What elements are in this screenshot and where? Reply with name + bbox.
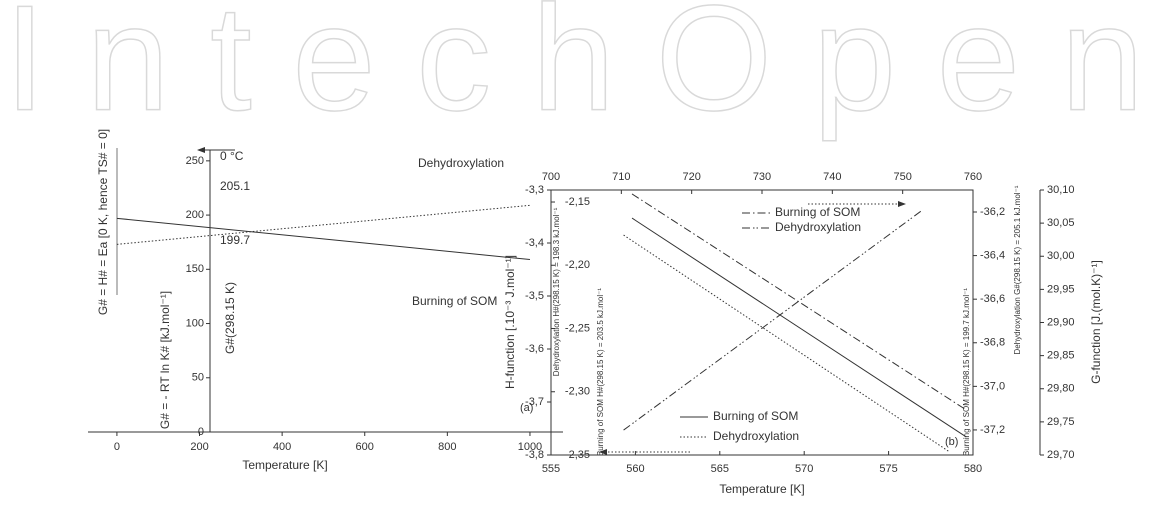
series-line — [116, 217, 531, 261]
x2-tick-label: 700 — [542, 171, 560, 183]
y-tick-label: 50 — [192, 372, 204, 384]
x-tick-label: 575 — [879, 463, 897, 475]
y4-tick-label: 30,00 — [1047, 250, 1075, 262]
x-tick-label: 400 — [273, 441, 291, 453]
y2-axis-title: Burning of SOM H#(298.15 K) = 199.7 kJ.m… — [962, 288, 971, 456]
x-axis-title: Temperature [K] — [719, 482, 804, 496]
y4-tick-label: 29,90 — [1047, 316, 1075, 328]
y-tick-label: -3,3 — [525, 184, 544, 196]
series-line — [623, 234, 950, 453]
panel-label: (b) — [945, 436, 958, 448]
y-tick-label: -3,4 — [525, 237, 544, 249]
series-line — [623, 209, 923, 431]
y4-tick-label: 29,85 — [1047, 350, 1075, 362]
y-tick-label: 150 — [186, 263, 204, 275]
y4-tick-label: 29,70 — [1047, 449, 1075, 461]
x2-tick-label: 750 — [893, 171, 911, 183]
x-tick-label: 555 — [542, 463, 560, 475]
x2-tick-label: 710 — [612, 171, 630, 183]
y3-axis-title: Dehydroxylation H#(298.15 K) = 198.3 kJ.… — [552, 207, 561, 376]
y-tick-label: 250 — [186, 155, 204, 167]
legend-label: Dehydroxylation — [713, 429, 799, 443]
x-axis-title: Temperature [K] — [242, 458, 327, 472]
y4-tick-label: 30,05 — [1047, 217, 1075, 229]
legend-label: Burning of SOM — [775, 205, 860, 219]
y-tick-label: 100 — [186, 317, 204, 329]
x-tick-label: 565 — [711, 463, 729, 475]
panel-label: (a) — [520, 402, 533, 414]
y-tick-label: -3,5 — [525, 290, 544, 302]
y3-tick-label: -2,15 — [565, 196, 590, 208]
y-axis-title: H-function [.10⁻³ J.mol⁻¹] — [503, 255, 517, 389]
x-tick-label: 1000 — [518, 441, 542, 453]
y3-tick-label: -2,25 — [565, 322, 590, 334]
y2-tick-label: -37,0 — [980, 380, 1005, 392]
y-tick-label: -3,8 — [525, 449, 544, 461]
y4-tick-label: 30,10 — [1047, 184, 1075, 196]
series-label: Burning of SOM — [412, 294, 497, 308]
y4-tick-label: 29,80 — [1047, 383, 1075, 395]
y-axis-title: G# = H# = Ea [0 K, hence TS# = 0] — [96, 129, 110, 315]
y3-axis-title: Burning of SOM H#(298.15 K) = 203.5 kJ.m… — [596, 288, 605, 456]
x2-tick-label: 720 — [682, 171, 700, 183]
x2-tick-label: 740 — [823, 171, 841, 183]
y2-tick-label: -36,2 — [980, 206, 1005, 218]
y-tick-label: 0 — [198, 426, 204, 438]
x-tick-label: 580 — [964, 463, 982, 475]
y-tick-label: -3,6 — [525, 343, 544, 355]
x-tick-label: 0 — [114, 441, 120, 453]
x-tick-label: 570 — [795, 463, 813, 475]
series-line — [116, 204, 531, 245]
x-tick-label: 560 — [626, 463, 644, 475]
annotation: 199.7 — [220, 233, 250, 247]
y3-tick-label: -2,20 — [565, 259, 590, 271]
y3-tick-label: -2,35 — [565, 449, 590, 461]
y2-tick-label: -36,6 — [980, 293, 1005, 305]
y4-tick-label: 29,95 — [1047, 283, 1075, 295]
y4-axis-title: G-function [J.(mol.K)⁻¹] — [1089, 260, 1103, 384]
y2-tick-label: -37,2 — [980, 424, 1005, 436]
x2-tick-label: 760 — [964, 171, 982, 183]
y2-axis-title: Dehydroxylation G#(298.15 K) = 205.1 kJ.… — [1013, 185, 1022, 354]
watermark: IntechOpen — [4, 0, 1144, 142]
annotation: G#(298.15 K) — [223, 282, 237, 354]
series-label: Dehydroxylation — [418, 156, 504, 170]
y2-tick-label: -36,8 — [980, 337, 1005, 349]
y3-tick-label: -2,30 — [565, 386, 590, 398]
x-tick-label: 800 — [438, 441, 456, 453]
series-line — [631, 193, 967, 411]
legend-label: Burning of SOM — [713, 409, 798, 423]
x-tick-label: 600 — [356, 441, 374, 453]
annotation: 0 °C — [220, 149, 244, 163]
y-tick-label: -3,7 — [525, 396, 544, 408]
y2-tick-label: -36,4 — [980, 250, 1005, 262]
x-tick-label: 200 — [190, 441, 208, 453]
y-tick-label: 200 — [186, 209, 204, 221]
y-axis-title: G# = - RT ln K# [kJ.mol⁻¹] — [158, 291, 172, 429]
y4-tick-label: 29,75 — [1047, 416, 1075, 428]
annotation: 205.1 — [220, 179, 250, 193]
series-line — [631, 217, 967, 438]
x2-tick-label: 730 — [753, 171, 771, 183]
legend-label: Dehydroxylation — [775, 220, 861, 234]
